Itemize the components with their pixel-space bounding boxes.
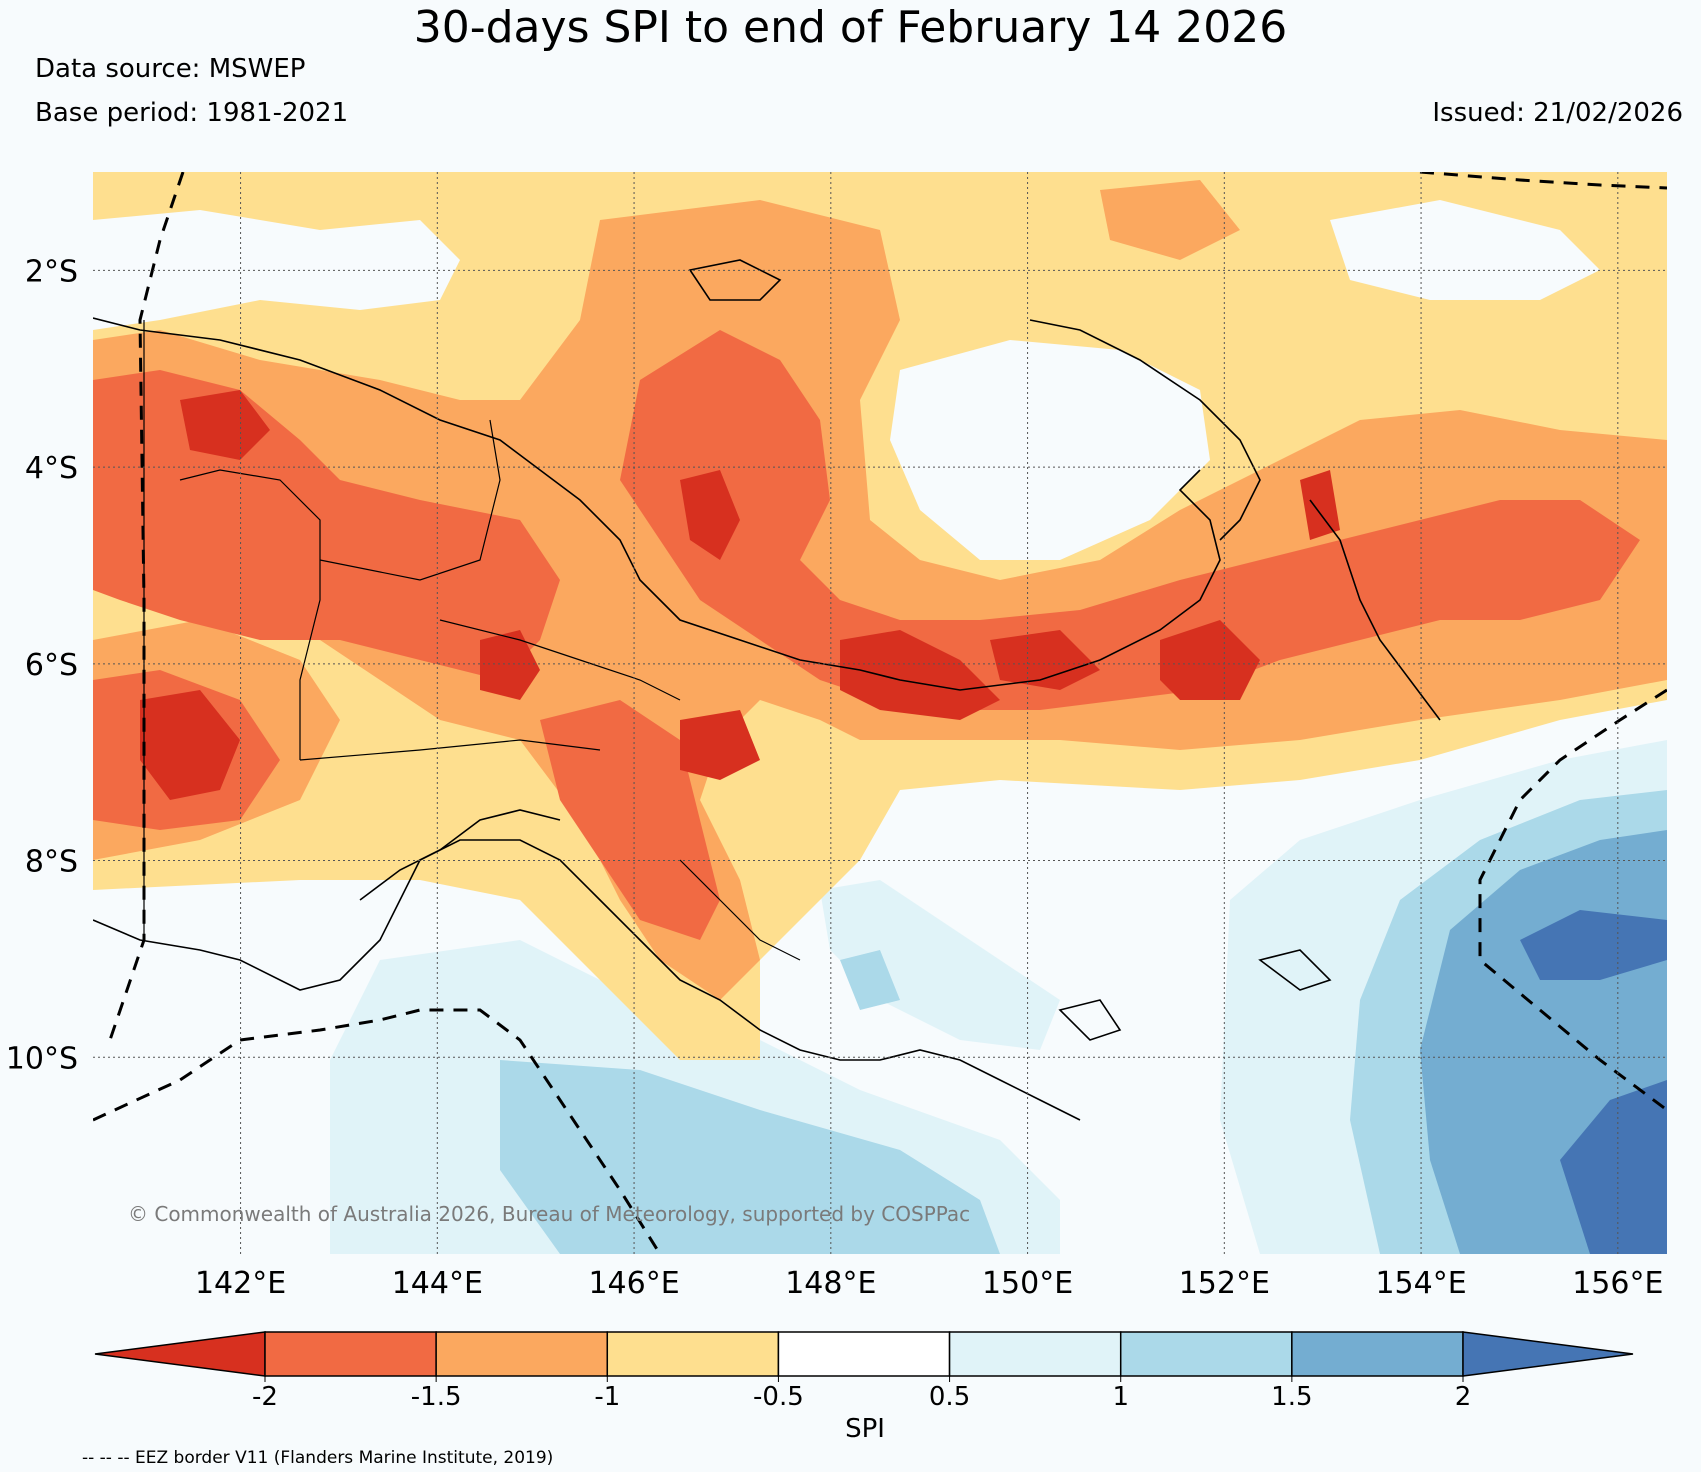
spi-dry-region-extreme-central bbox=[480, 630, 540, 700]
lon-tick-label: 156°E bbox=[1572, 1266, 1663, 1301]
spi-dry-region-moderate-central bbox=[93, 200, 1667, 1000]
spi-dry-region-severe-north bbox=[620, 330, 1640, 710]
coastline-new-ireland bbox=[1309, 499, 1441, 721]
lat-tick-label: 4°S bbox=[25, 451, 78, 486]
lat-tick-label: 8°S bbox=[25, 845, 78, 880]
border-province-2 bbox=[299, 739, 601, 761]
lon-tick-label: 150°E bbox=[982, 1266, 1073, 1301]
coastline-islands-se bbox=[1058, 999, 1122, 1041]
eez-border-west bbox=[108, 172, 185, 1041]
spi-wet-region-southeast-extreme bbox=[1520, 910, 1667, 980]
colorbar-segment bbox=[1119, 1331, 1293, 1377]
spi-dry-region-extreme-west-2 bbox=[180, 390, 270, 460]
coastline-new-britain bbox=[1029, 319, 1261, 541]
colorbar-tick-label: -1.5 bbox=[411, 1382, 462, 1412]
spi-near-normal-gap-nw bbox=[93, 210, 460, 330]
border-province-1 bbox=[179, 469, 321, 760]
lon-tick-label: 144°E bbox=[392, 1266, 483, 1301]
colorbar-segment bbox=[1291, 1331, 1464, 1377]
border-province-3 bbox=[319, 419, 501, 581]
spi-near-normal-gap-ne bbox=[1330, 200, 1600, 300]
eez-border-northeast bbox=[1419, 172, 1667, 190]
spi-dry-region-extreme-central-2 bbox=[680, 710, 760, 780]
colorbar-segment bbox=[948, 1331, 1122, 1377]
colorbar-segment bbox=[777, 1331, 951, 1377]
longitude-labels: 142°E 144°E 146°E 148°E 150°E 152°E 154°E 156°E bbox=[195, 1266, 1663, 1301]
border-province-4 bbox=[439, 619, 681, 701]
eez-border-east bbox=[1478, 688, 1667, 1112]
colorbar-tick-label: 1 bbox=[1112, 1382, 1129, 1412]
coastline-solomon-islands bbox=[1258, 949, 1332, 991]
coastline-manus-island bbox=[688, 259, 782, 301]
lon-tick-label: 146°E bbox=[588, 1266, 679, 1301]
eez-border-note: -- -- -- EEZ border V11 (Flanders Marine… bbox=[82, 1448, 554, 1468]
eez-borders bbox=[93, 172, 1667, 1254]
spi-dry-region-severe-south bbox=[540, 700, 720, 940]
copyright-notice: © Commonwealth of Australia 2026, Bureau… bbox=[128, 1202, 970, 1226]
map-title: 30-days SPI to end of February 14 2026 bbox=[413, 2, 1288, 53]
spi-dry-region-extreme-coast-2 bbox=[990, 630, 1100, 690]
lon-tick-label: 152°E bbox=[1179, 1266, 1270, 1301]
lon-tick-label: 142°E bbox=[195, 1266, 286, 1301]
border-province-5 bbox=[679, 859, 801, 961]
colorbar-segment bbox=[264, 1331, 437, 1377]
data-source-label: Data source: MSWEP bbox=[35, 54, 306, 84]
colorbar-tick-label: 1.5 bbox=[1271, 1382, 1312, 1412]
colorbar-extend-high bbox=[1462, 1331, 1634, 1377]
colorbar-tick-label: -2 bbox=[252, 1382, 278, 1412]
issued-date-label: Issued: 21/02/2026 bbox=[1432, 98, 1683, 128]
spi-dry-region-extreme-west bbox=[140, 690, 240, 800]
colorbar-tick-label: 2 bbox=[1455, 1382, 1472, 1412]
coastline-new-guinea-north bbox=[93, 317, 1221, 691]
spi-wet-pocket-gulf-core bbox=[840, 950, 900, 1010]
lat-tick-label: 10°S bbox=[6, 1041, 78, 1076]
colorbar-tick-label: 0.5 bbox=[929, 1382, 970, 1412]
spi-wet-region-southwest-core bbox=[500, 1060, 1000, 1254]
colorbar-tick-label: -1 bbox=[594, 1382, 620, 1412]
spi-dry-region-extreme-east bbox=[1300, 470, 1340, 540]
lon-tick-label: 154°E bbox=[1375, 1266, 1466, 1301]
colorbar-title: SPI bbox=[845, 1414, 885, 1444]
lat-tick-label: 6°S bbox=[25, 648, 78, 683]
colorbar-extend-low bbox=[94, 1331, 266, 1377]
lon-tick-label: 148°E bbox=[785, 1266, 876, 1301]
spi-dry-region-extreme-coast-3 bbox=[1160, 620, 1260, 700]
spi-wet-region-southeast-extreme-2 bbox=[1560, 1080, 1667, 1254]
spi-wet-pocket-gulf bbox=[820, 880, 1060, 1050]
map-grid bbox=[93, 172, 1667, 1254]
colorbar-segment bbox=[435, 1331, 609, 1377]
base-period-label: Base period: 1981-2021 bbox=[35, 98, 349, 128]
lat-tick-label: 2°S bbox=[25, 254, 78, 289]
colorbar-segment bbox=[606, 1331, 780, 1377]
spi-colorbar: -2 -1.5 -1 -0.5 0.5 1 1.5 2 bbox=[94, 1331, 1634, 1412]
spi-dry-region-moderate-ne bbox=[1100, 180, 1240, 260]
spi-field: © Commonwealth of Australia 2026, Bureau… bbox=[93, 172, 1667, 1254]
colorbar-tick-label: -0.5 bbox=[753, 1382, 804, 1412]
spi-near-normal-gap-north bbox=[890, 340, 1210, 560]
coastlines bbox=[93, 259, 1441, 1121]
latitude-labels: 2°S 4°S 6°S 8°S 10°S bbox=[6, 254, 78, 1076]
spi-dry-region-extreme-coast bbox=[840, 630, 1000, 720]
coastline-gulf-delta bbox=[359, 809, 561, 901]
spi-dry-region-extreme-north bbox=[680, 470, 740, 560]
coastline-new-guinea-south bbox=[93, 839, 1081, 1121]
